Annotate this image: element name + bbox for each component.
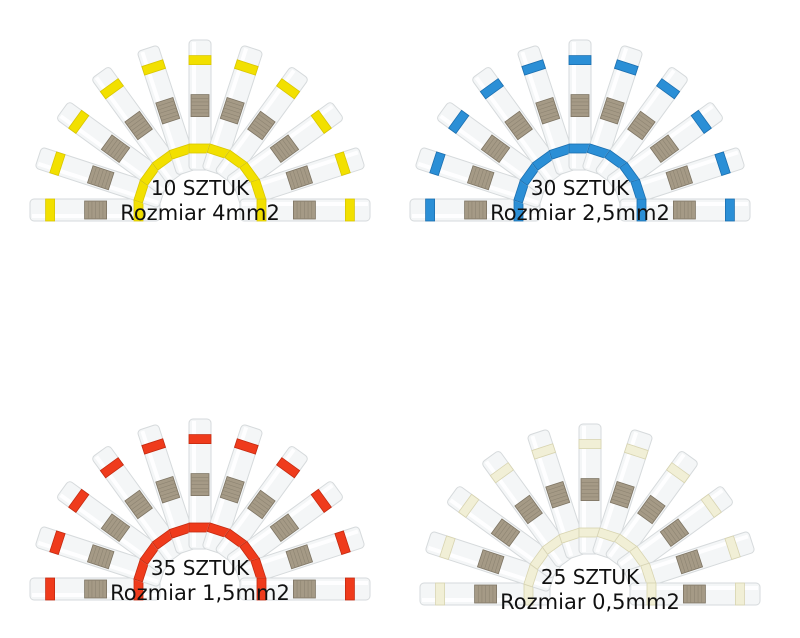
caption-4mm2: 10 SZTUK Rozmiar 4mm2 (0, 176, 400, 226)
connector-tube (92, 67, 185, 184)
connector-tube (226, 102, 343, 195)
size-label: Rozmiar 0,5mm2 (500, 590, 680, 614)
connector-tube (35, 526, 165, 587)
connector-tube (202, 424, 263, 554)
connector-tube (482, 451, 575, 568)
connectors-fan-blue (409, 39, 751, 222)
connector-tube (595, 67, 688, 184)
connector-tube (425, 531, 555, 592)
connector-tube (619, 198, 751, 222)
connector-tube (606, 102, 723, 195)
panel-2-5mm2: 30 SZTUK Rozmiar 2,5mm2 (400, 0, 800, 319)
panel-4mm2: 10 SZTUK Rozmiar 4mm2 (0, 0, 400, 319)
count-label: 10 SZTUK (150, 176, 250, 200)
connector-tube (57, 102, 174, 195)
caption-1-5mm2: 35 SZTUK Rozmiar 1,5mm2 (0, 556, 400, 606)
connector-tube (188, 418, 212, 550)
connector-tube (625, 531, 755, 592)
connector-tube (517, 45, 578, 175)
size-label: Rozmiar 2,5mm2 (490, 201, 670, 225)
connector-tube (592, 429, 653, 559)
connectors-fan-yellow (29, 39, 371, 222)
connector-tube (215, 446, 308, 563)
count-label: 25 SZTUK (540, 565, 640, 589)
connector-tube (57, 481, 174, 574)
connector-tube (578, 423, 602, 555)
size-label: Rozmiar 4mm2 (120, 201, 280, 225)
connector-tube (582, 45, 643, 175)
connector-tube (137, 45, 198, 175)
connector-tube (235, 526, 365, 587)
connector-tube (239, 577, 371, 601)
connector-tube (137, 424, 198, 554)
connector-tube (415, 147, 545, 208)
caption-0-5mm2: 25 SZTUK Rozmiar 0,5mm2 (390, 565, 790, 615)
connector-tube (409, 198, 541, 222)
connector-tube (92, 446, 185, 563)
connector-tube (437, 102, 554, 195)
connector-tube (568, 39, 592, 171)
connectors-fan-red (29, 418, 371, 601)
connector-tube (235, 147, 365, 208)
connector-tube (472, 67, 565, 184)
connector-tube (605, 451, 698, 568)
panel-0-5mm2: 25 SZTUK Rozmiar 0,5mm2 (400, 319, 800, 638)
connector-tube (629, 582, 761, 606)
connector-tube (29, 577, 161, 601)
count-label: 35 SZTUK (150, 556, 250, 580)
count-label: 30 SZTUK (530, 176, 630, 200)
connector-tube (419, 582, 551, 606)
connector-tube (29, 198, 161, 222)
connector-tube (527, 429, 588, 559)
panel-1-5mm2: 35 SZTUK Rozmiar 1,5mm2 (0, 319, 400, 638)
connector-tube (447, 486, 564, 579)
connector-tube (188, 39, 212, 171)
connector-tube (35, 147, 165, 208)
connectors-fan-clear (419, 423, 761, 606)
connector-tube (616, 486, 733, 579)
size-label: Rozmiar 1,5mm2 (110, 581, 290, 605)
connector-tube (615, 147, 745, 208)
connector-tube (239, 198, 371, 222)
connector-tube (226, 481, 343, 574)
caption-2-5mm2: 30 SZTUK Rozmiar 2,5mm2 (380, 176, 780, 226)
